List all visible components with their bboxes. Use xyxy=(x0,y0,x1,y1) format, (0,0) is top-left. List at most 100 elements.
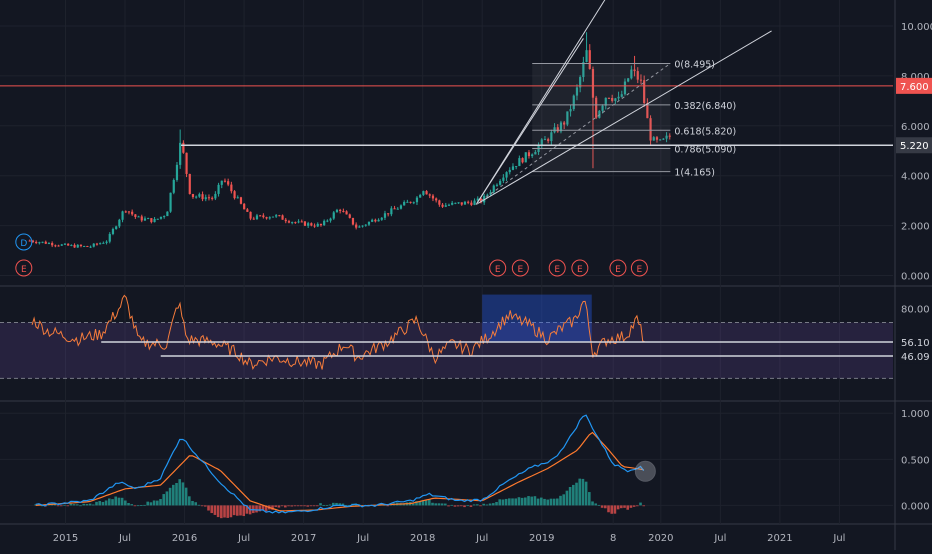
candle-body xyxy=(611,97,614,101)
candle-body xyxy=(556,127,559,132)
candle-body xyxy=(425,191,428,195)
candle-body xyxy=(598,110,601,118)
time-axis-label[interactable]: 2015 xyxy=(53,533,78,544)
candle-body xyxy=(371,219,374,222)
earnings-marker-label[interactable]: E xyxy=(637,265,643,275)
candle-body xyxy=(319,223,323,226)
price-drawings[interactable]: 0(8.495) 0.382(6.840) 0.618(5.820) 0.786(5.… xyxy=(0,0,893,205)
candle-body xyxy=(51,243,54,246)
candle-body xyxy=(492,185,495,193)
macd-histogram-bar xyxy=(197,504,201,506)
candle-body xyxy=(35,241,38,244)
fib-level-label[interactable]: 0.786(5.090) xyxy=(674,144,736,155)
candle-body xyxy=(92,243,95,247)
macd-histogram-bar xyxy=(271,505,274,510)
macd-histogram-bar xyxy=(591,501,594,506)
rsi-level-tag[interactable]: 56.10 xyxy=(901,338,930,349)
candle-body xyxy=(134,214,137,217)
rsi-level-tag[interactable]: 46.09 xyxy=(901,352,930,363)
macd-histogram-bar xyxy=(504,498,508,506)
fib-level-label[interactable]: 1(4.165) xyxy=(674,168,715,179)
macd-histogram-bar xyxy=(95,501,98,506)
macd-histogram-bar xyxy=(261,505,265,511)
candle-body xyxy=(422,191,425,195)
earnings-marker-label[interactable]: E xyxy=(21,265,27,275)
time-axis-label[interactable]: 2016 xyxy=(172,533,197,544)
candle-body xyxy=(246,209,249,212)
macd-histogram-bar xyxy=(220,505,223,519)
candle-body xyxy=(550,132,553,142)
candle-body xyxy=(409,201,412,203)
candle-body xyxy=(281,215,284,220)
macd-histogram-bar xyxy=(584,481,588,506)
level-price-tag[interactable]: 5.220 xyxy=(896,137,932,154)
dividend-marker-label[interactable]: D xyxy=(20,239,27,249)
price-axis-label[interactable]: 8.000 xyxy=(901,72,930,83)
time-axis-label[interactable]: 8 xyxy=(610,533,616,544)
price-axis-label[interactable]: 0.000 xyxy=(901,272,930,283)
candle-body xyxy=(326,220,329,222)
earnings-marker-label[interactable]: E xyxy=(615,265,621,275)
time-axis-label[interactable]: Jul xyxy=(832,533,845,544)
macd-histogram-bar xyxy=(255,505,258,513)
time-axis[interactable]: 2015 Jul 2016 Jul 2017 Jul 2018 Jul 2019 8 2020 Jul… xyxy=(53,533,846,544)
trendline-upper-channel xyxy=(476,30,772,205)
macd-axis-label[interactable]: 0.000 xyxy=(901,501,930,512)
macd-axis-label[interactable]: 0.500 xyxy=(901,455,930,466)
candle-body xyxy=(323,220,326,226)
price-axis[interactable]: 10.000 8.000 6.000 4.000 2.000 0.000 80.00 1.00… xyxy=(896,22,932,512)
time-axis-label[interactable]: 2021 xyxy=(767,533,792,544)
rsi-axis-label[interactable]: 80.00 xyxy=(901,305,930,316)
earnings-marker-label[interactable]: E xyxy=(517,265,523,275)
macd-histogram-bar xyxy=(511,498,514,506)
time-axis-label[interactable]: Jul xyxy=(356,533,369,544)
time-axis-label[interactable]: 2017 xyxy=(291,533,316,544)
level-price-tag-text[interactable]: 5.220 xyxy=(900,141,929,152)
event-markers[interactable]: D E E E E E E E xyxy=(15,233,648,277)
price-axis-label[interactable]: 10.000 xyxy=(901,22,932,33)
fib-level-label[interactable]: 0(8.495) xyxy=(674,60,715,71)
earnings-marker-label[interactable]: E xyxy=(495,265,501,275)
candle-body xyxy=(441,204,444,207)
time-axis-label[interactable]: 2019 xyxy=(529,533,554,544)
current-price-tag[interactable]: 7.600 xyxy=(896,77,932,94)
macd-histogram-bar xyxy=(588,492,591,506)
earnings-marker-label[interactable]: E xyxy=(577,265,583,275)
candle-body xyxy=(137,216,140,218)
candle-body xyxy=(438,200,441,205)
time-axis-label[interactable]: Jul xyxy=(118,533,131,544)
macd-histogram-bar xyxy=(322,505,326,506)
candle-body xyxy=(159,216,163,219)
time-axis-label[interactable]: Jul xyxy=(475,533,488,544)
macd-histogram-bar xyxy=(386,505,390,507)
current-price-tag-text[interactable]: 7.600 xyxy=(900,82,929,93)
fib-level-label[interactable]: 0.618(5.820) xyxy=(674,126,736,137)
macd-line xyxy=(35,414,645,514)
macd-histogram-bar xyxy=(444,503,447,506)
candle-body xyxy=(198,194,201,197)
candle-body xyxy=(399,205,403,209)
earnings-marker-label[interactable]: E xyxy=(554,265,560,275)
candle-body xyxy=(89,246,92,248)
macd-histogram-bar xyxy=(92,504,95,506)
candle-body xyxy=(591,68,595,98)
macd-histogram-bar xyxy=(533,496,537,506)
time-axis-label[interactable]: Jul xyxy=(713,533,726,544)
time-axis-label[interactable]: 2018 xyxy=(410,533,435,544)
time-axis-label[interactable]: 2020 xyxy=(648,533,673,544)
candle-body xyxy=(233,191,236,199)
candle-body xyxy=(559,122,563,132)
candle-body xyxy=(646,103,649,119)
price-axis-label[interactable]: 2.000 xyxy=(901,222,930,233)
price-axis-label[interactable]: 6.000 xyxy=(901,122,930,133)
macd-axis-label[interactable]: 1.000 xyxy=(901,409,930,420)
macd-histogram-bar xyxy=(226,505,230,518)
time-axis-label[interactable]: Jul xyxy=(237,533,250,544)
fib-level-label[interactable]: 0.382(6.840) xyxy=(674,101,736,112)
macd-panel xyxy=(34,414,656,519)
macd-histogram-bar xyxy=(312,505,316,507)
macd-histogram-bar xyxy=(520,497,524,506)
price-axis-label[interactable]: 4.000 xyxy=(901,172,930,183)
